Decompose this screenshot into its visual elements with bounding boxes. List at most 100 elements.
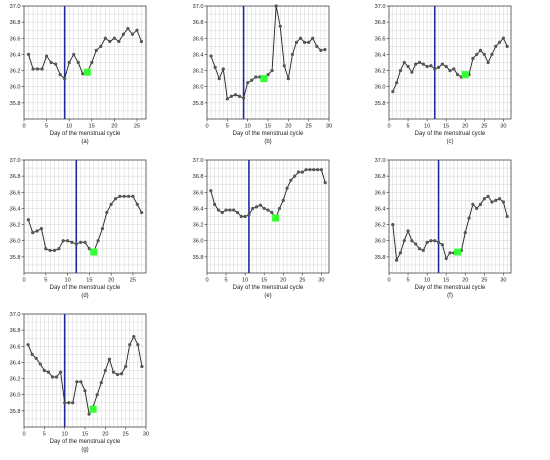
y-tick-label: 35.8 [10, 101, 21, 107]
y-tick-label: 37.0 [10, 312, 21, 318]
data-point [90, 60, 94, 65]
y-tick-label: 35.8 [375, 101, 386, 107]
data-point [304, 168, 308, 172]
data-point [277, 206, 282, 211]
data-point [67, 401, 71, 405]
data-point [209, 189, 213, 193]
grid [206, 159, 330, 274]
data-point [501, 200, 505, 204]
data-point [452, 67, 456, 71]
x-tick-label: 10 [66, 124, 72, 130]
data-point [315, 168, 320, 172]
y-tick-label: 36.0 [193, 239, 204, 245]
data-point [44, 54, 49, 58]
data-point [482, 52, 486, 57]
data-point [414, 62, 418, 66]
data-point [307, 40, 311, 44]
data-point [139, 39, 144, 44]
data-point [70, 240, 74, 244]
data-point [108, 39, 112, 44]
x-axis-title: Day of the menstrual cycle [233, 131, 304, 137]
data-point [278, 24, 282, 28]
x-tick-label: 10 [424, 278, 430, 284]
y-tick-label: 36.4 [10, 52, 21, 58]
x-axis-title: Day of the menstrual cycle [50, 285, 121, 291]
y-tick-label: 35.8 [10, 255, 21, 261]
x-axis-title: Day of the menstrual cycle [50, 131, 121, 137]
data-point [398, 251, 403, 255]
x-axis-title: Day of the menstrual cycle [233, 285, 304, 291]
data-point [213, 202, 217, 206]
data-point [444, 256, 448, 261]
data-point [103, 36, 107, 40]
data-point [100, 227, 105, 231]
data-point [117, 39, 121, 44]
x-tick-label: 10 [424, 124, 430, 130]
x-tick-label: 30 [326, 124, 332, 130]
data-point [290, 52, 294, 57]
x-tick-label: 0 [22, 432, 25, 438]
data-point [44, 247, 48, 251]
data-point [486, 60, 490, 65]
grid [23, 5, 147, 120]
y-tick-label: 35.8 [375, 255, 386, 261]
x-tick-label: 10 [64, 278, 70, 284]
data-point [406, 229, 410, 233]
data-point [34, 356, 38, 360]
data-point [421, 62, 425, 66]
panel-4: 35.8 36.0 36.2 36.4 36.6 36.8 37.0 0 5 10 15 20 25 Da… [10, 158, 147, 299]
x-tick-label: 5 [226, 124, 229, 130]
ovulation-marker [90, 248, 98, 256]
y-tick-label: 36.8 [10, 328, 21, 334]
x-tick-label: 5 [44, 278, 47, 284]
data-point [220, 210, 224, 215]
x-tick-label: 25 [481, 278, 487, 284]
x-tick-label: 10 [242, 278, 248, 284]
data-point [436, 65, 441, 69]
data-point [421, 248, 425, 252]
y-tick-label: 36.8 [193, 174, 204, 180]
x-tick-label: 20 [280, 278, 286, 284]
data-point [122, 194, 126, 198]
data-point [308, 168, 312, 172]
data-point [31, 67, 35, 71]
data-point [505, 44, 509, 48]
data-point [140, 364, 144, 369]
x-tick-label: 0 [387, 124, 390, 130]
data-point [235, 210, 240, 215]
grid [23, 313, 147, 428]
x-tick-label: 20 [462, 124, 468, 130]
data-point [300, 170, 304, 174]
data-point [103, 368, 107, 373]
x-tick-label: 25 [306, 124, 312, 130]
data-point [303, 40, 307, 44]
y-tick-label: 35.8 [193, 255, 204, 261]
data-point [414, 242, 418, 246]
y-tick-label: 36.2 [193, 69, 204, 75]
data-point [124, 364, 128, 369]
panel-label: (f) [447, 293, 453, 299]
data-point [132, 335, 136, 339]
data-point [497, 40, 502, 44]
x-tick-label: 10 [62, 432, 68, 438]
data-point [94, 48, 98, 52]
x-tick-label: 5 [407, 278, 410, 284]
y-tick-label: 36.8 [375, 20, 386, 26]
data-point [109, 202, 113, 206]
ovulation-marker [89, 405, 97, 413]
data-point [448, 68, 452, 73]
ovulation-marker [454, 248, 462, 256]
data-point [79, 240, 83, 244]
data-point [448, 251, 452, 255]
data-point [281, 198, 285, 202]
data-point [107, 357, 111, 361]
grid [206, 5, 330, 120]
x-tick-label: 15 [443, 278, 449, 284]
data-point [136, 343, 140, 347]
data-point [79, 380, 83, 384]
panel-label: (b) [264, 139, 271, 145]
data-point [105, 210, 109, 215]
data-point [224, 208, 228, 212]
data-point [262, 206, 266, 211]
data-point [87, 247, 91, 251]
